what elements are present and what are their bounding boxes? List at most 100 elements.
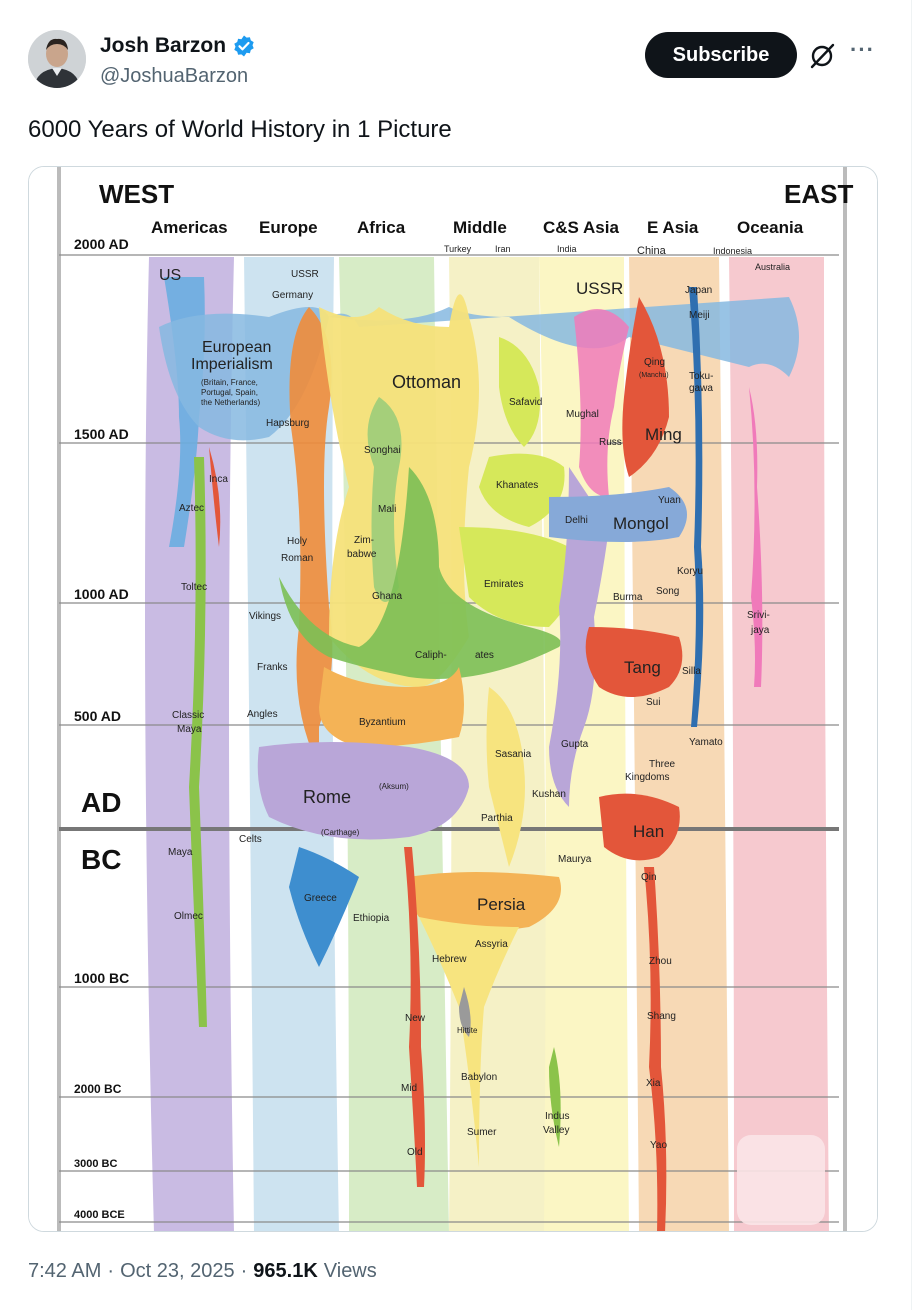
label-euro-sub3: the Netherlands)	[201, 398, 260, 407]
avatar[interactable]	[28, 30, 86, 88]
label-hapsburg: Hapsburg	[266, 418, 309, 429]
label-byzantium: Byzantium	[359, 717, 406, 728]
meta-separator: ·	[107, 1260, 115, 1282]
label-germany: Germany	[272, 290, 313, 301]
author-name-row[interactable]: Josh Barzon	[100, 34, 256, 58]
region-header: Africa	[357, 218, 406, 237]
label-turkey: Turkey	[444, 244, 472, 254]
shape-byzantium	[319, 667, 464, 747]
avatar-image	[28, 30, 86, 88]
label-srivijaya-2: jaya	[750, 625, 770, 636]
region-header: Middle	[453, 218, 507, 237]
label-silla: Silla	[682, 666, 701, 677]
label-srivijaya-1: Srivi-	[747, 610, 770, 621]
label-ghana: Ghana	[372, 591, 402, 602]
label-olmec: Olmec	[174, 911, 203, 922]
label-yuan: Yuan	[658, 495, 681, 506]
label-zimbabwe-2: babwe	[347, 549, 377, 560]
label-khanates: Khanates	[496, 480, 538, 491]
label-aztec: Aztec	[179, 503, 204, 514]
label-rome: Rome	[303, 787, 351, 807]
shape-han	[599, 793, 680, 861]
views-label: Views	[323, 1260, 377, 1282]
lane-oceania	[729, 257, 829, 1231]
label-caliphates-2: ates	[475, 650, 494, 661]
region-header: Europe	[259, 218, 318, 237]
time-label: 2000 AD	[74, 236, 129, 252]
label-sui: Sui	[646, 697, 660, 708]
shape-persia	[407, 872, 561, 931]
label-ussr-small: USSR	[291, 269, 319, 280]
label-us: US	[159, 267, 181, 284]
shape-maya	[189, 457, 207, 1027]
shape-safavid	[499, 337, 540, 447]
label-zimbabwe-1: Zim-	[354, 535, 374, 546]
time-label: AD	[81, 787, 121, 818]
time-label: 1000 AD	[74, 586, 129, 602]
chart-label-west: WEST	[99, 179, 174, 209]
label-japan: Japan	[685, 285, 712, 296]
shape-caliphates	[279, 467, 561, 679]
label-yamato: Yamato	[689, 737, 723, 748]
label-xia: Xia	[646, 1078, 661, 1089]
chart-label-east: EAST	[784, 179, 853, 209]
shape-khanates	[479, 453, 565, 527]
label-ussr: USSR	[576, 279, 623, 298]
region-headers: Americas Europe Africa Middle C&S Asia E…	[151, 218, 804, 237]
label-sumer: Sumer	[467, 1127, 497, 1138]
watermark-patch	[737, 1135, 825, 1225]
label-hebrew: Hebrew	[432, 954, 467, 965]
shape-ussr	[574, 309, 629, 497]
shape-egypt	[404, 847, 425, 1187]
label-kingdoms: Kingdoms	[625, 772, 669, 783]
region-header: C&S Asia	[543, 218, 619, 237]
time-label: 500 AD	[74, 708, 121, 724]
label-holy: Holy	[287, 536, 307, 547]
time-label: 4000 BCE	[74, 1209, 125, 1221]
tweet-date[interactable]: Oct 23, 2025	[120, 1260, 235, 1282]
author-name[interactable]: Josh Barzon	[100, 34, 227, 57]
label-burma: Burma	[613, 592, 643, 603]
subscribe-button[interactable]: Subscribe	[645, 32, 797, 78]
time-label: 2000 BC	[74, 1082, 122, 1096]
tweet-text: 6000 Years of World History in 1 Picture	[28, 116, 452, 143]
label-maurya: Maurya	[558, 854, 592, 865]
label-angles: Angles	[247, 709, 278, 720]
region-header: E Asia	[647, 218, 699, 237]
label-qing: Qing	[644, 357, 665, 368]
verified-badge-icon	[234, 35, 254, 57]
shape-srivijaya	[749, 387, 763, 687]
label-roman: Roman	[281, 553, 313, 564]
tweet-time[interactable]: 7:42 AM	[28, 1260, 102, 1282]
shape-qing-ming	[622, 297, 669, 477]
label-classic-maya: Maya	[177, 724, 202, 735]
label-russ: Russ	[599, 437, 622, 448]
author-handle[interactable]: @JoshuaBarzon	[100, 65, 249, 87]
label-safavid: Safavid	[509, 397, 542, 408]
label-valley: Valley	[543, 1125, 570, 1136]
tweet-image[interactable]: WEST EAST Americas Europe Africa Middle …	[28, 166, 878, 1232]
label-vikings: Vikings	[249, 611, 281, 622]
grok-icon[interactable]	[808, 42, 836, 70]
label-gupta: Gupta	[561, 739, 589, 750]
label-franks: Franks	[257, 662, 288, 673]
time-label: BC	[81, 844, 121, 875]
label-manchu: (Manchu)	[639, 372, 669, 379]
shape-inca	[209, 447, 221, 547]
label-euro-sub1: (Britain, France,	[201, 378, 258, 387]
label-inca: Inca	[209, 474, 228, 485]
label-maya: Maya	[168, 847, 193, 858]
label-songhai: Songhai	[364, 445, 401, 456]
label-yao: Yao	[650, 1140, 667, 1151]
label-ottoman: Ottoman	[392, 372, 461, 392]
label-emirates: Emirates	[484, 579, 523, 590]
label-han: Han	[633, 822, 664, 841]
shape-sasania-parthia	[486, 687, 525, 867]
shape-emirates	[459, 527, 576, 627]
shape-tang	[585, 627, 683, 697]
label-china: China	[637, 245, 667, 257]
label-delhi: Delhi	[565, 515, 588, 526]
label-koryu: Koryu	[677, 566, 703, 577]
shape-mongol	[549, 487, 687, 542]
more-options-icon[interactable]: ···	[850, 37, 875, 62]
